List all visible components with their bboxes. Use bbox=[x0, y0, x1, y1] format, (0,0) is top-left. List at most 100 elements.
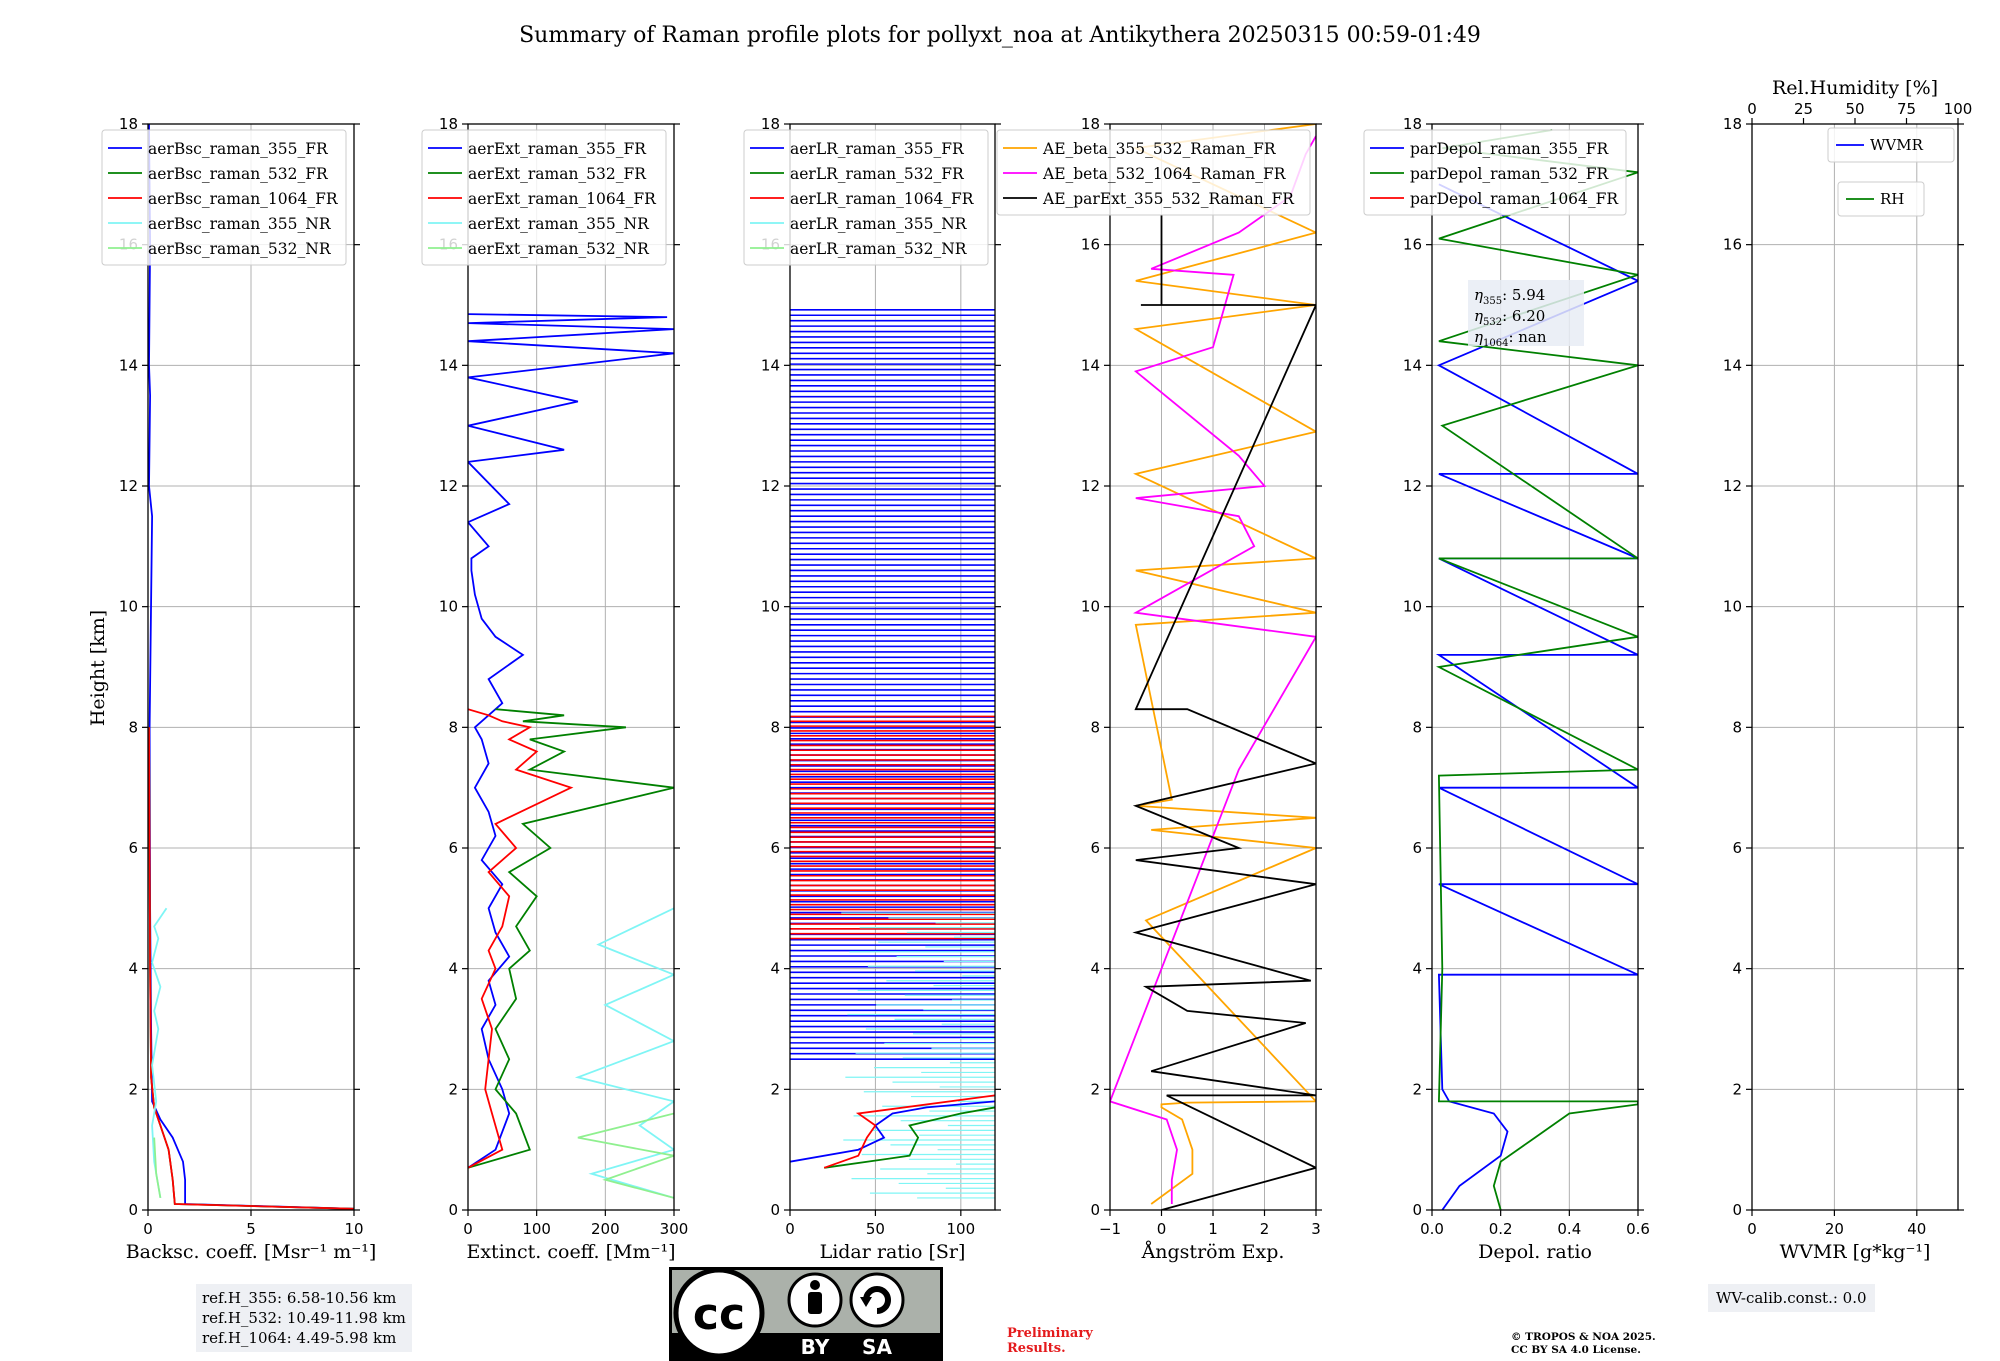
x-axis-label: Backsc. coeff. [Msr⁻¹ m⁻¹] bbox=[126, 1241, 377, 1263]
x-tick-label: 200 bbox=[591, 1220, 620, 1238]
top-x-tick-label: 0 bbox=[1747, 100, 1757, 118]
x-tick-label: 1 bbox=[1208, 1220, 1218, 1238]
y-tick-label: 0 bbox=[770, 1201, 780, 1219]
x-axis-label: WVMR [g*kg⁻¹] bbox=[1780, 1241, 1931, 1263]
axes-frame bbox=[1431, 123, 1639, 1211]
series-line-AE_beta_532_1064_Raman_FR bbox=[1110, 135, 1316, 1204]
series-line-aerExt_raman_355_FR bbox=[468, 313, 674, 1169]
x-tick-label: 0 bbox=[463, 1220, 473, 1238]
x-tick-label: 40 bbox=[1907, 1220, 1926, 1238]
y-tick-label: 10 bbox=[1403, 598, 1422, 616]
y-tick-label: 18 bbox=[1723, 115, 1742, 133]
y-tick-label: 18 bbox=[761, 115, 780, 133]
y-tick-label: 14 bbox=[1723, 356, 1742, 374]
x-axis-label: Depol. ratio bbox=[1478, 1241, 1592, 1263]
y-tick-label: 4 bbox=[770, 960, 780, 978]
x-tick-label: 0.2 bbox=[1489, 1220, 1513, 1238]
cc-by-sa-icon: cc BY SA bbox=[669, 1267, 943, 1361]
reference-height-box: ref.H_355: 6.58-10.56 km ref.H_532: 10.4… bbox=[196, 1284, 412, 1352]
y-tick-label: 18 bbox=[439, 115, 458, 133]
x-tick-label: 0.4 bbox=[1557, 1220, 1581, 1238]
legend-label: AE_beta_532_1064_Raman_FR bbox=[1042, 165, 1287, 183]
panel-3: 024681012141618050100Lidar ratio [Sr]aer… bbox=[743, 115, 1001, 1263]
x-tick-label: 20 bbox=[1825, 1220, 1844, 1238]
legend-label: aerLR_raman_1064_FR bbox=[790, 190, 975, 208]
legend-label: aerBsc_raman_355_NR bbox=[148, 215, 332, 233]
axes-frame bbox=[467, 123, 675, 1211]
x-tick-label: 100 bbox=[522, 1220, 551, 1238]
legend-label: aerLR_raman_532_FR bbox=[790, 165, 965, 183]
y-tick-label: 12 bbox=[1403, 477, 1422, 495]
series-line-aerExt_raman_532_NR bbox=[577, 1112, 674, 1199]
eta-line-355: η355: 5.94 bbox=[1474, 286, 1545, 307]
y-tick-label: 12 bbox=[1081, 477, 1100, 495]
series-line-aerExt_raman_355_NR bbox=[574, 907, 674, 1199]
y-tick-label: 10 bbox=[1081, 598, 1100, 616]
preliminary-note: Preliminary Results. bbox=[1007, 1326, 1093, 1356]
x-tick-label: 50 bbox=[866, 1220, 885, 1238]
y-tick-label: 10 bbox=[761, 598, 780, 616]
y-tick-label: 8 bbox=[1732, 718, 1742, 736]
y-tick-label: 2 bbox=[448, 1080, 458, 1098]
y-tick-label: 16 bbox=[1723, 236, 1742, 254]
y-tick-label: 12 bbox=[1723, 477, 1742, 495]
y-tick-label: 10 bbox=[439, 598, 458, 616]
y-tick-label: 0 bbox=[128, 1201, 138, 1219]
legend: parDepol_raman_355_FR parDepol_raman_532_… bbox=[1363, 129, 1627, 216]
preliminary-line-2: Results. bbox=[1007, 1341, 1066, 1356]
x-axis-label: Lidar ratio [Sr] bbox=[820, 1241, 966, 1263]
legend-label: AE_beta_355_532_Raman_FR bbox=[1042, 140, 1277, 158]
y-tick-label: 12 bbox=[761, 477, 780, 495]
legend-label: parDepol_raman_355_FR bbox=[1410, 140, 1610, 158]
legend-label: parDepol_raman_532_FR bbox=[1410, 165, 1610, 183]
legend: aerBsc_raman_355_FR aerBsc_raman_532_FRae… bbox=[101, 129, 347, 266]
legend-RH: RH bbox=[1837, 181, 1925, 217]
y-tick-label: 18 bbox=[1403, 115, 1422, 133]
legend-label: RH bbox=[1880, 190, 1904, 208]
copyright-note: © TROPOS & NOA 2025. CC BY SA 4.0 Licens… bbox=[1511, 1331, 1656, 1357]
top-x-tick-label: 100 bbox=[1944, 100, 1973, 118]
legend-label: parDepol_raman_1064_FR bbox=[1410, 190, 1619, 208]
legend-label: aerLR_raman_355_FR bbox=[790, 140, 965, 158]
y-tick-label: 2 bbox=[1090, 1080, 1100, 1098]
x-tick-label: 5 bbox=[246, 1220, 256, 1238]
legend-box bbox=[1827, 127, 1955, 163]
legend-label: WVMR bbox=[1870, 136, 1924, 154]
preliminary-line-1: Preliminary bbox=[1007, 1326, 1093, 1341]
series-line-aerBsc_raman_355_NR bbox=[151, 907, 168, 1199]
eta-line-532: η532: 6.20 bbox=[1474, 307, 1545, 328]
legend-label: aerLR_raman_355_NR bbox=[790, 215, 968, 233]
top-x-tick-label: 75 bbox=[1897, 100, 1916, 118]
legend: aerExt_raman_355_FR aerExt_raman_532_FRae… bbox=[421, 129, 667, 266]
legend: aerLR_raman_355_FR aerLR_raman_532_FR aerL… bbox=[743, 129, 989, 266]
top-x-axis-label: Rel.Humidity [%] bbox=[1772, 77, 1938, 99]
top-x-tick-label: 50 bbox=[1845, 100, 1864, 118]
y-tick-label: 8 bbox=[128, 718, 138, 736]
legend-label: AE_parExt_355_532_Raman_FR bbox=[1042, 190, 1295, 208]
y-tick-label: 12 bbox=[119, 477, 138, 495]
y-tick-label: 16 bbox=[1081, 236, 1100, 254]
legend-label: aerExt_raman_1064_FR bbox=[468, 190, 657, 208]
x-axis-label: Ångström Exp. bbox=[1141, 1241, 1285, 1263]
series-line-parDepol_raman_532_FR bbox=[1436, 129, 1638, 1210]
y-tick-label: 14 bbox=[1403, 356, 1422, 374]
y-tick-label: 0 bbox=[448, 1201, 458, 1219]
legend-box bbox=[743, 129, 989, 266]
y-tick-label: 10 bbox=[1723, 598, 1742, 616]
series-line-aerLR_raman_532_FR bbox=[824, 1106, 995, 1169]
y-tick-label: 12 bbox=[439, 477, 458, 495]
wv-calib-box: WV-calib.const.: 0.0 bbox=[1708, 1284, 1875, 1312]
y-tick-label: 14 bbox=[761, 356, 780, 374]
y-tick-label: 8 bbox=[770, 718, 780, 736]
y-tick-label: 16 bbox=[1403, 236, 1422, 254]
x-tick-label: −1 bbox=[1099, 1220, 1121, 1238]
series-line-aerLR_raman_355_FR bbox=[790, 1100, 995, 1163]
y-tick-label: 4 bbox=[1732, 960, 1742, 978]
x-tick-label: 2 bbox=[1260, 1220, 1270, 1238]
legend-label: aerBsc_raman_532_FR bbox=[148, 165, 329, 183]
y-tick-label: 2 bbox=[128, 1080, 138, 1098]
x-tick-label: 0 bbox=[1157, 1220, 1167, 1238]
legend-label: aerExt_raman_532_FR bbox=[468, 165, 647, 183]
series-line-aerExt_raman_1064_FR bbox=[468, 708, 574, 1169]
